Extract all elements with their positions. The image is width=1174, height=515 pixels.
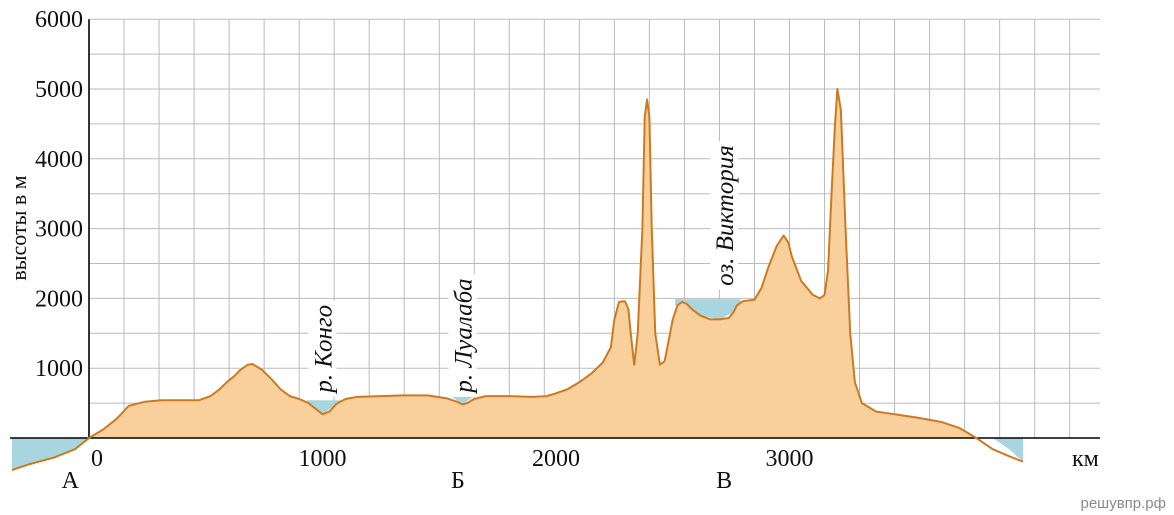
water-area xyxy=(993,438,1023,462)
feature-label: оз. Виктория xyxy=(712,145,739,286)
y-tick-label: 3000 xyxy=(35,217,83,243)
y-axis-title: высоты в м xyxy=(6,175,31,280)
feature-label-group: р. Луалаба xyxy=(449,274,478,396)
x-tick-label: 1000 xyxy=(299,446,347,472)
y-tick-label: 6000 xyxy=(35,7,83,33)
x-axis-unit: км xyxy=(1072,446,1099,472)
watermark: решувпр.рф xyxy=(1080,495,1166,512)
y-tick-label: 2000 xyxy=(35,286,83,312)
x-tick-label: 0 xyxy=(91,446,103,472)
x-tick-label: 3000 xyxy=(766,446,814,472)
point-label: А xyxy=(62,468,80,494)
point-label: В xyxy=(716,468,732,494)
x-tick-label: 2000 xyxy=(532,446,580,472)
feature-label-group: р. Конго xyxy=(309,301,338,397)
y-tick-label: 5000 xyxy=(35,77,83,103)
y-tick-label: 1000 xyxy=(35,356,83,382)
point-label: Б xyxy=(451,468,465,494)
y-tick-label: 4000 xyxy=(35,147,83,173)
profile-fills xyxy=(12,89,1023,470)
feature-label: р. Конго xyxy=(311,305,338,395)
feature-label-group: оз. Виктория xyxy=(710,141,739,290)
feature-label: р. Луалаба xyxy=(451,278,478,394)
